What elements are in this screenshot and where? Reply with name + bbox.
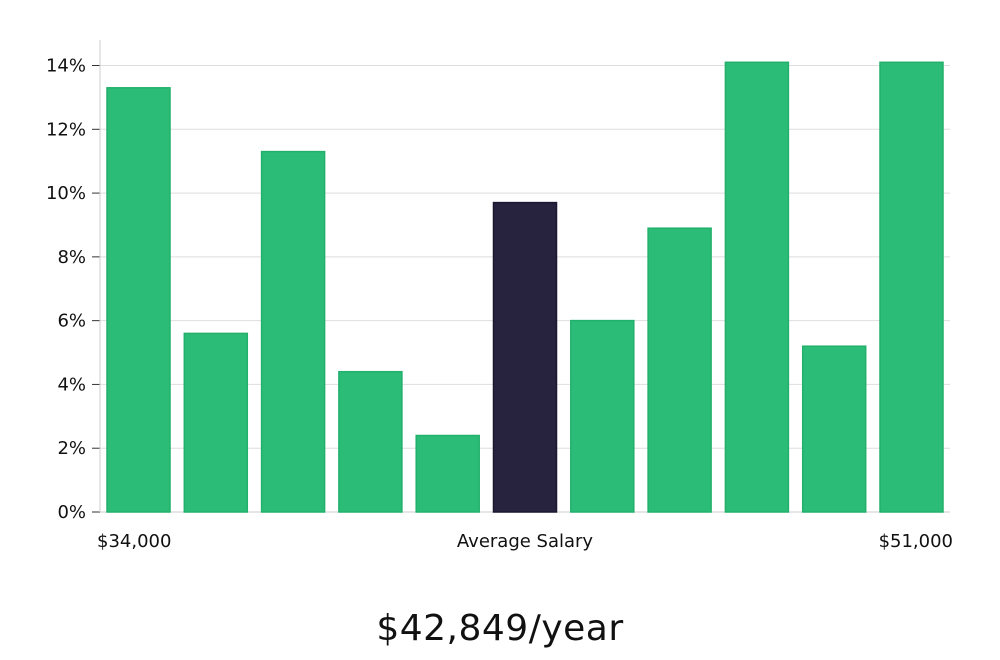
bar-average-salary	[492, 201, 558, 513]
y-tick-label: 4%	[57, 374, 86, 395]
y-tick-label: 0%	[57, 502, 86, 523]
bar	[570, 319, 635, 513]
bar	[106, 87, 171, 513]
bars	[106, 61, 944, 513]
bar	[183, 332, 249, 513]
x-range-max-label: $51,000	[879, 531, 953, 552]
y-tick-labels: 0% 2% 4% 6% 8% 10% 12% 14%	[46, 56, 86, 523]
y-tick-label: 2%	[57, 438, 86, 459]
bar	[647, 227, 712, 513]
y-tick-label: 10%	[46, 183, 86, 204]
x-axis-label: Average Salary	[457, 531, 594, 552]
bar	[415, 434, 480, 513]
y-tick-label: 8%	[57, 247, 86, 268]
y-tick-label: 14%	[46, 56, 86, 77]
bar	[879, 61, 944, 513]
y-tick-label: 6%	[57, 311, 86, 332]
bar	[260, 150, 326, 513]
salary-distribution-chart: 0% 2% 4% 6% 8% 10% 12% 14% $34,000 Average Sala…	[46, 40, 953, 552]
y-tick-label: 12%	[46, 119, 86, 140]
x-range-min-label: $34,000	[97, 531, 171, 552]
bar	[801, 345, 867, 513]
bar	[724, 61, 790, 513]
average-salary-value: $42,849/year	[376, 608, 624, 649]
bar	[338, 370, 403, 513]
